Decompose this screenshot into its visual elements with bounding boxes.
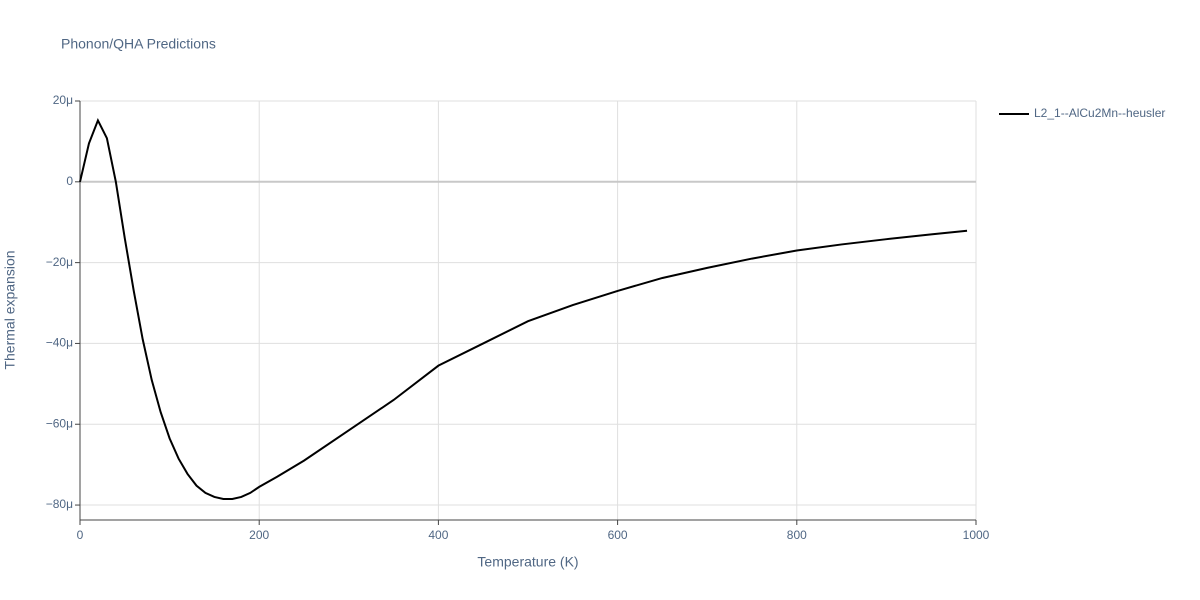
y-tick-label: −40μ [46, 336, 73, 350]
legend-label: L2_1--AlCu2Mn--heusler [1034, 106, 1165, 120]
x-tick-label: 200 [249, 528, 269, 542]
y-tick-label: 20μ [53, 93, 73, 107]
x-tick-label: 400 [428, 528, 448, 542]
y-tick-label: −20μ [46, 255, 73, 269]
x-tick-label: 0 [77, 528, 84, 542]
x-tick-label: 1000 [963, 528, 990, 542]
y-tick-label: −60μ [46, 416, 73, 430]
x-tick-label: 600 [608, 528, 628, 542]
y-tick-label: 0 [66, 174, 73, 188]
y-axis-title: Thermal expansion [2, 250, 18, 369]
line-series [79, 117, 968, 500]
x-axis-title: Temperature (K) [477, 554, 578, 570]
chart-title: Phonon/QHA Predictions [61, 36, 216, 52]
y-tick-label: −80μ [46, 497, 73, 511]
x-tick-label: 800 [787, 528, 807, 542]
